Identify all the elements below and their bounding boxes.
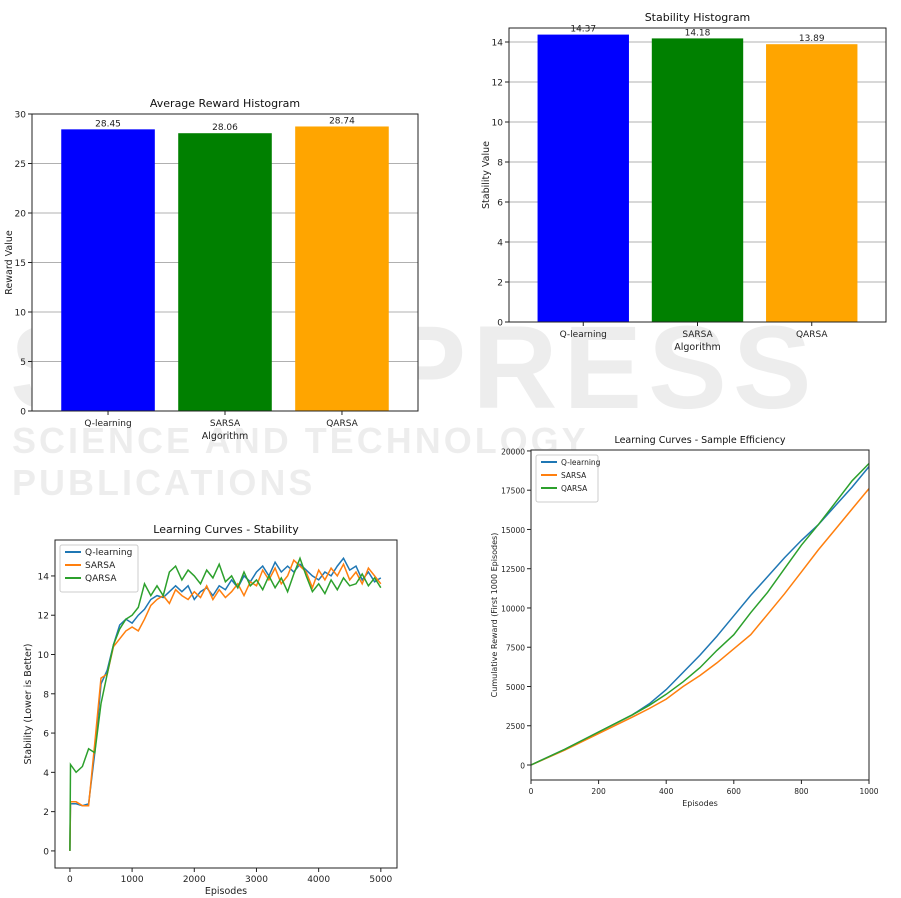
legend-box	[59, 544, 139, 593]
y-tick-label: 10	[492, 119, 504, 129]
y-tick-label: 0	[520, 762, 525, 771]
y-tick-label: 12500	[501, 565, 525, 574]
bar-value-label: 28.45	[95, 119, 121, 129]
x-tick-label: Q-learning	[84, 419, 131, 429]
x-tick-label: 800	[794, 787, 809, 796]
legend-label: SARSA	[85, 561, 116, 571]
y-tick-label: 7500	[506, 644, 525, 653]
bar-sarsa	[178, 133, 272, 411]
x-tick-label: QARSA	[326, 419, 358, 429]
y-tick-label: 6	[43, 730, 49, 740]
bar-qarsa	[295, 126, 389, 411]
x-tick-label: QARSA	[796, 330, 828, 340]
y-tick-label: 4	[497, 239, 503, 249]
y-tick-label: 0	[43, 847, 49, 857]
y-tick-label: 15	[15, 259, 26, 269]
x-tick-label: SARSA	[682, 330, 713, 340]
plot-area	[55, 540, 397, 868]
y-tick-label: 2	[43, 808, 49, 818]
legend-label: Q-learning	[561, 458, 601, 467]
chart-title: Average Reward Histogram	[150, 97, 300, 110]
y-tick-label: 12	[38, 612, 49, 622]
legend-label: QARSA	[85, 574, 117, 584]
axes-frame	[508, 27, 887, 323]
series-line-sarsa	[530, 488, 870, 766]
bar-value-label: 28.06	[212, 123, 238, 133]
chart-stability-curves: 0 1000 2000 3000 4000 5000 Q-learning SARSA QARS…	[23, 523, 398, 897]
legend-label: QARSA	[561, 484, 588, 493]
x-tick-label: SARSA	[210, 419, 241, 429]
y-tick-label: 12	[492, 79, 503, 89]
y-tick-label: 15000	[501, 526, 525, 535]
x-tick-label: 0	[67, 875, 73, 885]
y-tick-label: 8	[43, 690, 49, 700]
chart-title: Learning Curves - Stability	[153, 523, 299, 536]
bar-qarsa	[766, 44, 858, 322]
y-tick-label: 25	[15, 160, 26, 170]
legend-label: SARSA	[561, 471, 587, 480]
x-tick-label: 0	[529, 787, 534, 796]
y-tick-label: 30	[15, 111, 27, 121]
axes-frame	[54, 539, 398, 869]
x-tick-label: 3000	[245, 875, 268, 885]
y-tick-label: 4	[43, 769, 49, 779]
y-tick-label: 2	[497, 279, 503, 289]
bar-value-label: 14.18	[685, 28, 711, 38]
legend: Q-learning SARSA QARSA	[59, 544, 139, 593]
chart-stability-hist: 14.37 Q-learning 14.18 SARSA 13.89 QARSA 0 2 4 6 8…	[481, 11, 887, 353]
chart-title: Learning Curves - Sample Efficiency	[614, 435, 785, 446]
bar-value-label: 13.89	[799, 34, 825, 44]
y-tick-label: 14	[38, 572, 50, 582]
plot-area	[531, 450, 869, 780]
axes-frame	[530, 449, 870, 781]
y-tick-label: 5000	[506, 683, 525, 692]
bar-value-label: 28.74	[329, 116, 355, 126]
x-axis-label: Algorithm	[202, 431, 249, 442]
series-line-qarsa	[69, 556, 382, 851]
chart-avg-reward: 28.45 Q-learning 28.06 SARSA 28.74 QARSA 0 5 10 1…	[4, 97, 419, 442]
x-tick-label: Q-learning	[560, 330, 607, 340]
y-tick-label: 8	[497, 159, 503, 169]
y-tick-label: 6	[497, 199, 503, 209]
y-axis-label: Cumulative Reward (First 1000 Episodes)	[490, 533, 499, 698]
y-tick-label: 17500	[501, 487, 525, 496]
y-axis-label: Stability Value	[481, 141, 492, 209]
series-line-sarsa	[69, 558, 382, 851]
x-tick-label: 1000	[859, 787, 878, 796]
x-tick-label: 2000	[183, 875, 206, 885]
y-tick-label: 0	[497, 319, 503, 329]
y-tick-label: 5	[20, 358, 26, 368]
y-tick-label: 10	[38, 651, 50, 661]
x-tick-label: 1000	[121, 875, 144, 885]
bar-value-label: 14.37	[570, 25, 596, 35]
legend-box	[535, 454, 599, 503]
y-tick-label: 10000	[501, 604, 525, 613]
x-tick-label: 5000	[369, 875, 392, 885]
x-tick-label: 400	[659, 787, 674, 796]
legend: Q-learning SARSA QARSA	[535, 454, 601, 503]
y-tick-label: 10	[15, 309, 27, 319]
x-tick-label: 4000	[307, 875, 330, 885]
legend-label: Q-learning	[85, 548, 132, 558]
x-axis-label: Algorithm	[674, 342, 721, 353]
bar-sarsa	[651, 38, 744, 323]
y-tick-label: 2500	[506, 722, 525, 731]
x-axis-label: Episodes	[682, 799, 718, 808]
axes-frame	[31, 113, 419, 412]
x-tick-label: 600	[727, 787, 742, 796]
y-tick-label: 20	[15, 210, 27, 220]
y-tick-label: 14	[492, 39, 504, 49]
series-line-qarsa	[530, 462, 870, 766]
bar-q-learning	[537, 34, 629, 322]
chart-sample-efficiency: 0 200 400 600 800 1000 Q-learning SARSA QARSA 0 25…	[490, 435, 879, 808]
x-tick-label: 200	[591, 787, 606, 796]
x-axis-label: Episodes	[205, 886, 247, 897]
y-tick-label: 0	[20, 408, 26, 418]
bar-q-learning	[61, 129, 155, 411]
y-tick-label: 20000	[501, 447, 525, 456]
y-axis-label: Stability (Lower is Better)	[23, 644, 34, 765]
chart-title: Stability Histogram	[645, 11, 751, 24]
y-axis-label: Reward Value	[4, 230, 15, 295]
